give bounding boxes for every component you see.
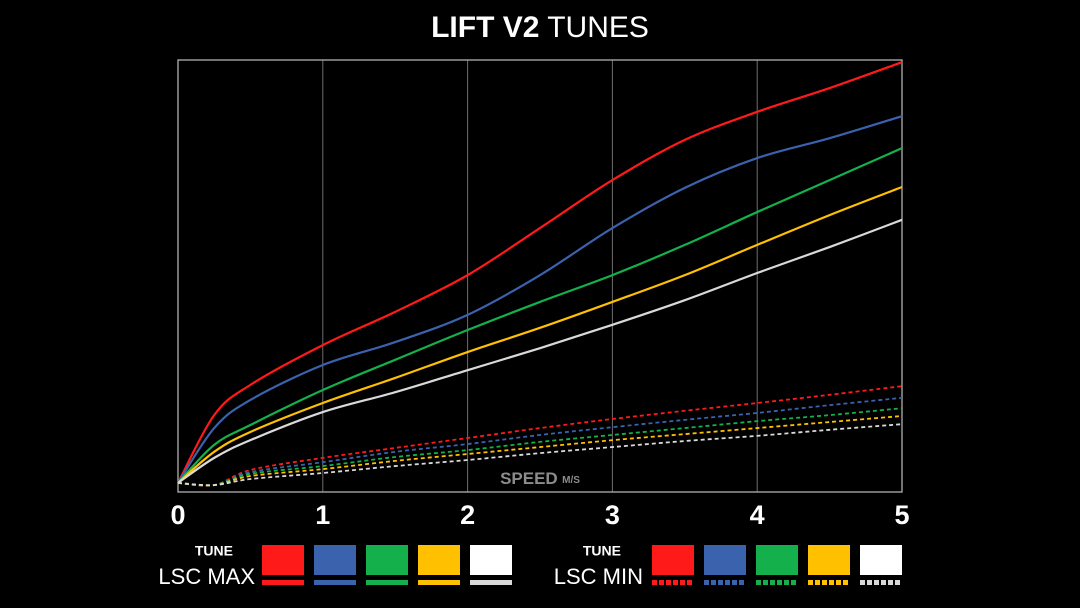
legend-swatch-dash — [666, 580, 671, 585]
x-tick-label: 3 — [605, 500, 620, 530]
x-axis-label: SPEED M/S — [500, 469, 580, 488]
legend-swatch-dash — [874, 580, 879, 585]
legend-swatch — [756, 545, 798, 575]
legend-swatch — [366, 545, 408, 575]
x-tick-label: 4 — [750, 500, 765, 530]
legend-swatch-dash — [770, 580, 775, 585]
legend-swatch-dash — [777, 580, 782, 585]
legend-heading: TUNE — [583, 543, 621, 559]
legend-swatch-bar — [314, 580, 356, 585]
title-bold: LIFT V2 — [431, 11, 539, 44]
legend-swatch-dash — [860, 580, 865, 585]
legend-swatch — [418, 545, 460, 575]
legend-swatch-dash — [718, 580, 723, 585]
x-label-unit: M/S — [562, 475, 580, 486]
series-line — [177, 415, 903, 487]
legend-swatch-dash — [836, 580, 841, 585]
series-line — [177, 147, 903, 484]
legend-swatch-dash — [808, 580, 813, 585]
legend-swatch — [652, 545, 694, 575]
legend-swatch-dash — [732, 580, 737, 585]
legend-swatch-dash — [784, 580, 789, 585]
series-line — [177, 407, 903, 487]
legend-swatch-dash — [711, 580, 716, 585]
legend-swatch — [262, 545, 304, 575]
legend-swatch — [860, 545, 902, 575]
series-line — [177, 115, 903, 484]
plot-frame — [177, 59, 903, 493]
legend-swatch-dash — [652, 580, 657, 585]
series-line — [177, 185, 903, 484]
legend-swatch-dash — [763, 580, 768, 585]
series-line — [177, 396, 903, 487]
legend-swatch — [470, 545, 512, 575]
x-tick-label: 2 — [460, 500, 475, 530]
legend-swatch-bar — [470, 580, 512, 585]
series-line — [177, 423, 903, 487]
legend-swatch-dash — [680, 580, 685, 585]
x-label-text: SPEED — [500, 469, 558, 488]
title-normal: TUNES — [547, 11, 649, 44]
legend-swatch — [704, 545, 746, 575]
legend-swatch-dash — [888, 580, 893, 585]
legend-swatch-dash — [673, 580, 678, 585]
legend-swatch-dash — [815, 580, 820, 585]
legend-heading: TUNE — [195, 543, 233, 559]
legend-swatch — [314, 545, 356, 575]
series-line — [177, 61, 903, 484]
legend-label: LSC MAX — [158, 564, 255, 589]
legend-swatch-dash — [895, 580, 900, 585]
legend-swatch — [808, 545, 850, 575]
chart-title: LIFT V2 TUNES — [431, 11, 649, 44]
legend-swatch-bar — [262, 580, 304, 585]
legend-swatch-dash — [829, 580, 834, 585]
legend-swatch-dash — [822, 580, 827, 585]
legend-swatch-dash — [756, 580, 761, 585]
legend-swatch-dash — [687, 580, 692, 585]
x-tick-label: 0 — [170, 500, 185, 530]
legend-swatch-dash — [659, 580, 664, 585]
x-tick-label: 1 — [315, 500, 330, 530]
legend-swatch-bar — [366, 580, 408, 585]
legend-swatch-dash — [791, 580, 796, 585]
series-line — [177, 218, 903, 484]
legend-swatch-dash — [704, 580, 709, 585]
legend-swatch-dash — [739, 580, 744, 585]
legend-swatch-dash — [867, 580, 872, 585]
legend-swatch-dash — [843, 580, 848, 585]
legend-swatch-dash — [725, 580, 730, 585]
legend-swatch-bar — [418, 580, 460, 585]
legend-swatch-dash — [881, 580, 886, 585]
legend-label: LSC MIN — [554, 564, 643, 589]
series-line — [177, 385, 903, 487]
x-tick-label: 5 — [894, 500, 909, 530]
